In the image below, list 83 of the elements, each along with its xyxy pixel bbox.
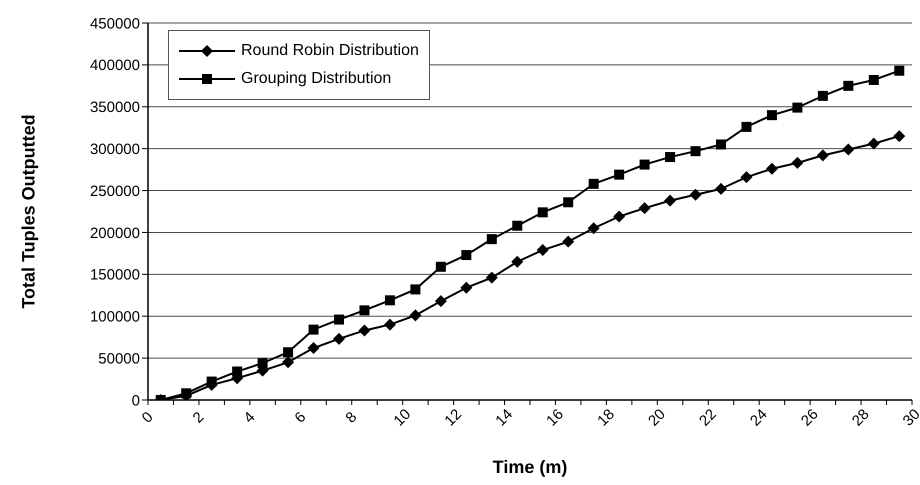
- y-tick-label: 150000: [90, 266, 140, 284]
- point: [613, 210, 626, 223]
- point: [842, 144, 854, 156]
- point: [512, 220, 522, 231]
- point: [664, 194, 676, 207]
- point: [614, 170, 624, 180]
- x-tick-label: 26: [798, 406, 822, 430]
- point: [486, 234, 497, 244]
- point: [538, 207, 548, 218]
- point: [640, 160, 650, 170]
- point: [791, 156, 804, 169]
- point: [740, 171, 752, 184]
- point: [536, 244, 549, 256]
- point: [282, 356, 294, 368]
- point: [562, 236, 574, 248]
- point: [486, 272, 498, 284]
- point: [334, 314, 344, 325]
- point: [358, 324, 370, 336]
- point: [716, 139, 726, 150]
- point: [308, 324, 319, 335]
- point: [843, 80, 854, 91]
- x-axis-title: Time (m): [492, 457, 568, 477]
- y-tick-label: 0: [132, 392, 140, 410]
- point: [893, 130, 906, 142]
- point: [308, 342, 320, 354]
- point: [715, 182, 727, 195]
- x-tick-label: 2: [190, 408, 208, 427]
- point: [410, 284, 420, 294]
- y-tick-label: 350000: [90, 99, 140, 116]
- point: [434, 295, 447, 308]
- point: [818, 90, 828, 101]
- point: [588, 178, 599, 189]
- point: [638, 202, 651, 214]
- point: [232, 366, 242, 377]
- point: [588, 222, 600, 234]
- y-tick-label: 450000: [90, 15, 140, 32]
- x-tick-label: 22: [696, 406, 720, 430]
- y-tick-label: 200000: [90, 224, 140, 242]
- point: [894, 66, 904, 76]
- point: [333, 332, 345, 345]
- x-tick-label: 4: [240, 408, 258, 427]
- point: [690, 146, 701, 156]
- x-tick-label: 8: [342, 408, 360, 427]
- x-tick-label: 12: [441, 406, 466, 430]
- x-tick-label: 0: [138, 408, 157, 427]
- y-tick-label: 250000: [90, 182, 140, 200]
- x-tick-label: 14: [492, 406, 516, 430]
- point: [665, 152, 676, 162]
- point: [511, 256, 524, 268]
- point: [868, 138, 880, 150]
- legend-label: Grouping Distribution: [241, 70, 392, 88]
- y-tick-label: 300000: [90, 140, 140, 158]
- y-tick-label: 50000: [98, 350, 140, 368]
- x-tick-label: 16: [543, 406, 568, 430]
- point: [258, 358, 268, 368]
- point: [816, 149, 829, 162]
- y-tick-label: 400000: [90, 57, 140, 74]
- point: [359, 305, 370, 316]
- x-tick-label: 30: [900, 406, 920, 430]
- point: [766, 110, 777, 120]
- point: [206, 376, 217, 387]
- point: [283, 347, 294, 358]
- point: [766, 162, 778, 175]
- x-tick-label: 20: [645, 406, 669, 430]
- y-tick-label: 100000: [90, 308, 140, 326]
- point: [384, 318, 396, 331]
- point: [384, 295, 395, 306]
- point: [563, 197, 574, 208]
- point: [436, 262, 446, 272]
- point: [868, 74, 879, 85]
- x-tick-label: 6: [291, 408, 310, 427]
- point: [460, 282, 472, 294]
- point: [409, 309, 422, 322]
- point: [690, 188, 702, 201]
- x-tick-label: 18: [594, 406, 618, 430]
- y-axis-title: Total Tuples Outputted: [18, 114, 38, 309]
- x-tick-label: 28: [848, 406, 873, 430]
- point: [741, 122, 752, 132]
- point: [792, 102, 802, 113]
- point: [461, 250, 472, 260]
- legend-label: Round Robin Distribution: [241, 42, 419, 60]
- x-tick-label: 10: [390, 406, 414, 430]
- x-tick-label: 24: [746, 406, 771, 430]
